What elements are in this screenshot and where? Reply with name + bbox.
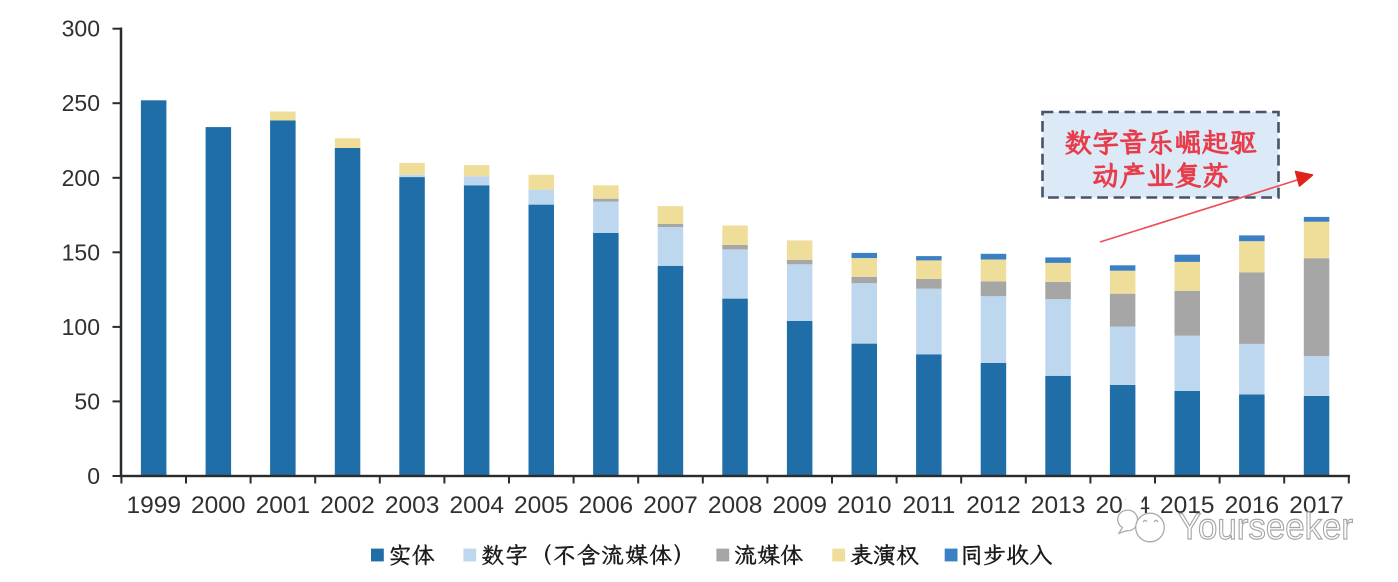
svg-text:2010: 2010 — [837, 492, 892, 519]
svg-text:100: 100 — [62, 314, 100, 340]
svg-text:0: 0 — [87, 463, 100, 489]
svg-text:2003: 2003 — [385, 492, 440, 519]
svg-text:1999: 1999 — [126, 492, 181, 519]
svg-text:2012: 2012 — [966, 492, 1021, 519]
svg-text:2000: 2000 — [191, 492, 246, 519]
svg-text:200: 200 — [62, 165, 100, 191]
svg-text:2007: 2007 — [643, 492, 698, 519]
svg-text:2002: 2002 — [320, 492, 375, 519]
svg-text:Yourseeker: Yourseeker — [1178, 506, 1353, 547]
svg-text:2006: 2006 — [579, 492, 634, 519]
svg-text:2011: 2011 — [903, 492, 956, 519]
svg-text:2009: 2009 — [772, 492, 827, 519]
svg-text:50: 50 — [74, 388, 100, 414]
svg-text:2013: 2013 — [1031, 492, 1086, 519]
svg-text:2015: 2015 — [1160, 492, 1215, 519]
svg-text:2001: 2001 — [256, 492, 311, 519]
svg-text:2005: 2005 — [514, 492, 569, 519]
svg-text:2016: 2016 — [1225, 492, 1280, 519]
svg-text:2004: 2004 — [449, 492, 504, 519]
svg-text:300: 300 — [62, 16, 100, 42]
svg-text:2008: 2008 — [708, 492, 763, 519]
svg-text:2017: 2017 — [1289, 492, 1344, 519]
svg-text:150: 150 — [62, 239, 100, 265]
svg-text:250: 250 — [62, 90, 100, 116]
